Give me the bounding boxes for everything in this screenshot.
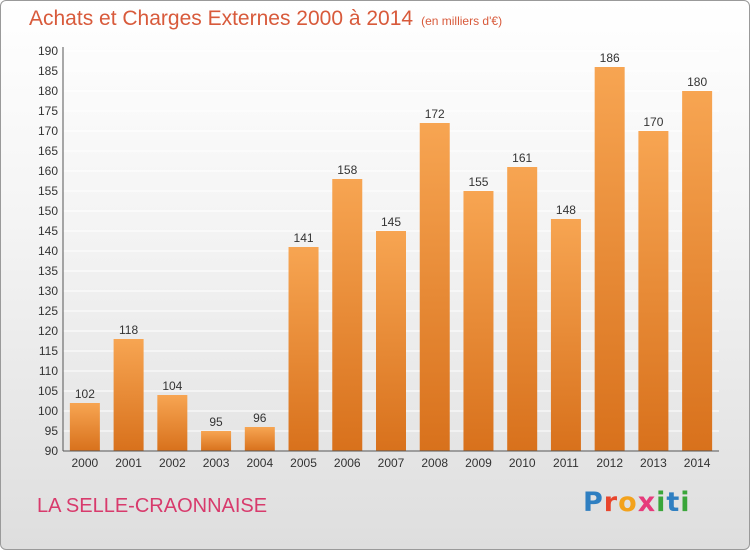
data-labels: 102 118 104 95 96 141 158 145 172 155 161 148 186 170… [75,51,708,429]
y-tick-label: 95 [45,424,59,438]
y-tick-label: 145 [38,224,58,238]
axes [62,47,719,452]
data-label: 170 [643,115,663,129]
y-tick-label: 180 [38,84,58,98]
data-label: 118 [119,323,138,337]
y-tick-label: 100 [38,404,58,418]
data-label: 95 [209,415,223,429]
data-label: 186 [600,51,620,65]
bar [157,395,188,451]
y-tick-label: 135 [38,264,58,278]
proxiti-logo: Proxiti [583,487,691,518]
bar [550,219,581,451]
y-tick-label: 185 [38,64,58,78]
x-axis-tick-labels: 2000 2001 2002 2003 2004 2005 2006 2007 2008 2009… [72,456,711,470]
bar [376,231,406,451]
logo-letter: i [680,487,691,518]
data-label: 155 [468,175,488,189]
y-tick-label: 150 [38,204,58,218]
y-tick-label: 90 [45,444,59,458]
bar [594,67,625,451]
x-tick-label: 2013 [640,456,667,470]
bar [682,91,713,451]
logo-letter: x [637,487,657,518]
data-label: 145 [381,215,401,229]
logo-letter: r [603,487,619,518]
data-label: 161 [512,151,532,165]
x-tick-label: 2004 [246,456,273,470]
bar [638,131,669,451]
data-label: 148 [556,203,576,217]
y-tick-label: 115 [39,344,58,358]
y-tick-label: 155 [38,184,58,198]
data-label: 102 [75,387,95,401]
bars [69,67,713,451]
data-label: 158 [337,163,357,177]
bar [332,179,363,451]
bar [69,403,100,451]
logo-letter: i [656,487,667,518]
x-tick-label: 2001 [115,456,142,470]
x-tick-label: 2007 [378,456,405,470]
y-tick-label: 175 [38,104,58,118]
bar [463,191,494,451]
x-tick-label: 2002 [159,456,186,470]
y-tick-label: 190 [38,44,58,58]
x-tick-label: 2010 [509,456,536,470]
y-axis-tick-labels: 90 95 100 105 110 115 120 125 130 135 140 145 150 155… [38,44,58,458]
chart-title-text: Achats et Charges Externes 2000 à 2014 [29,7,414,30]
x-tick-label: 2005 [290,456,317,470]
x-tick-label: 2012 [596,456,623,470]
y-tick-label: 140 [38,244,58,258]
y-tick-label: 170 [38,124,58,138]
x-tick-label: 2006 [334,456,361,470]
data-label: 180 [687,75,707,89]
y-tick-label: 130 [38,284,58,298]
y-tick-label: 160 [38,164,58,178]
x-tick-label: 2000 [72,456,99,470]
data-label: 104 [162,379,182,393]
logo-letter: P [583,487,604,518]
bar-chart: 90 95 100 105 110 115 120 125 130 135 140 145 150 155… [38,44,719,470]
bar [507,167,538,451]
y-tick-label: 120 [38,324,58,338]
y-tick-label: 105 [38,384,58,398]
bar [244,427,275,451]
commune-name: LA SELLE-CRAONNAISE [37,495,268,517]
bar [288,247,319,451]
bar [201,431,232,451]
y-tick-label: 110 [39,364,58,378]
logo-letter: t [666,487,681,518]
bar [419,123,450,451]
data-label: 172 [425,107,445,121]
y-tick-label: 125 [38,304,58,318]
x-tick-label: 2011 [553,456,579,470]
data-label: 96 [253,411,267,425]
bar [113,339,144,451]
logo-letter: o [618,487,638,518]
x-tick-label: 2014 [684,456,711,470]
chart-unit-subtitle: (en milliers d'€) [421,14,503,28]
x-tick-label: 2009 [465,456,492,470]
y-tick-label: 165 [38,144,58,158]
chart-title: Achats et Charges Externes 2000 à 2014 (e… [29,7,502,31]
data-label: 141 [294,231,314,245]
x-tick-label: 2003 [203,456,230,470]
x-tick-label: 2008 [421,456,448,470]
